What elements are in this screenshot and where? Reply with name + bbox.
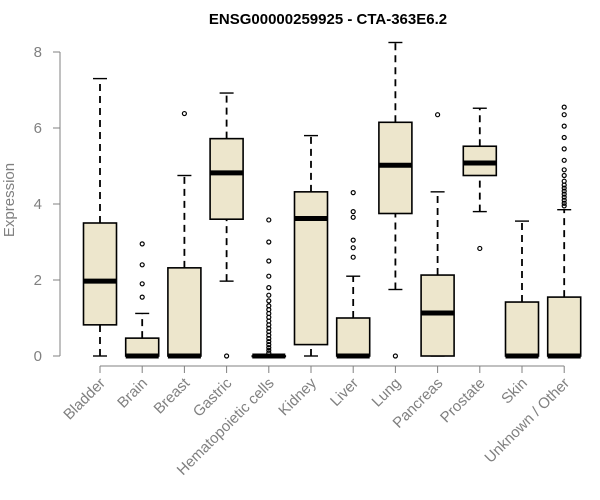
outlier-point — [561, 188, 567, 194]
chart-title: ENSG00000259925 - CTA-363E6.2 — [209, 11, 447, 28]
box-iqr — [335, 317, 371, 357]
outlier-point — [561, 197, 567, 203]
box-lung — [378, 41, 413, 359]
box-prostate — [462, 107, 498, 252]
outlier-point — [266, 345, 272, 351]
outlier-point — [266, 285, 272, 291]
outlier-point — [350, 190, 356, 196]
outlier-point — [561, 185, 567, 191]
y-axis: 0 2 4 6 8 — [34, 44, 61, 365]
outlier-point — [561, 104, 567, 110]
outlier-point — [350, 209, 356, 215]
outlier-point — [266, 350, 272, 356]
outlier-point — [181, 110, 187, 117]
box-pancreas — [420, 112, 455, 357]
box-hematopoietic-cells — [251, 217, 287, 359]
outlier-point — [435, 112, 441, 118]
outlier-point — [266, 303, 272, 309]
box-gastric — [209, 92, 244, 359]
y-tick-label: 2 — [34, 272, 42, 289]
box-iqr — [293, 191, 329, 346]
outlier-point — [477, 245, 483, 252]
box-iqr — [82, 222, 118, 326]
x-tick-label: Lung — [369, 375, 405, 411]
x-tick-label: Prostate — [437, 375, 489, 427]
x-tick-label: Bladder — [60, 375, 109, 424]
y-tick-label: 6 — [34, 120, 42, 137]
outlier-point — [266, 258, 272, 264]
box-iqr — [209, 137, 244, 220]
outlier-point — [266, 273, 272, 279]
box-iqr — [378, 121, 413, 215]
outlier-point — [561, 191, 567, 197]
box-bladder — [82, 77, 118, 357]
outlier-point — [350, 237, 356, 243]
outlier-point — [266, 239, 272, 245]
boxes-group — [82, 41, 582, 359]
box-liver — [335, 190, 371, 359]
outlier-point — [561, 167, 567, 173]
x-tick-label: Breast — [151, 374, 194, 417]
box-iqr — [546, 296, 582, 357]
x-tick-label: Liver — [327, 375, 362, 410]
box-iqr — [167, 267, 202, 357]
outlier-point — [561, 146, 567, 152]
box-breast — [167, 110, 202, 359]
box-skin — [504, 220, 540, 359]
outlier-point — [561, 123, 567, 129]
outlier-point — [139, 241, 145, 247]
outlier-point — [561, 200, 567, 206]
outlier-point — [350, 254, 356, 260]
outlier-point — [224, 353, 230, 359]
y-tick-label: 4 — [34, 196, 42, 213]
outlier-point — [561, 157, 567, 163]
x-tick-label: Skin — [498, 375, 531, 408]
box-kidney — [293, 134, 329, 357]
outlier-point — [266, 298, 272, 304]
outlier-point — [139, 294, 145, 300]
outlier-point — [266, 338, 272, 345]
outlier-point — [561, 178, 567, 184]
outlier-point — [266, 347, 272, 353]
outlier-point — [561, 194, 567, 200]
box-unknown-other — [546, 104, 582, 359]
box-brain — [124, 241, 160, 359]
x-tick-label: Kidney — [275, 374, 320, 419]
outlier-point — [561, 134, 567, 141]
outlier-point — [561, 172, 567, 179]
outlier-point — [350, 214, 356, 220]
outlier-point — [266, 292, 272, 298]
x-tick-label: Brain — [114, 375, 151, 412]
y-tick-label: 0 — [34, 348, 42, 365]
box-iqr — [504, 301, 540, 357]
y-tick-label: 8 — [34, 44, 42, 61]
y-axis-label: Expression — [1, 163, 18, 237]
outlier-point — [561, 203, 567, 209]
outlier-point — [139, 262, 145, 268]
outlier-point — [561, 112, 567, 118]
outlier-point — [350, 245, 356, 251]
outlier-point — [266, 217, 272, 223]
outlier-point — [392, 353, 398, 359]
box-iqr — [124, 337, 160, 357]
outlier-point — [139, 281, 145, 287]
outlier-point — [266, 342, 272, 348]
